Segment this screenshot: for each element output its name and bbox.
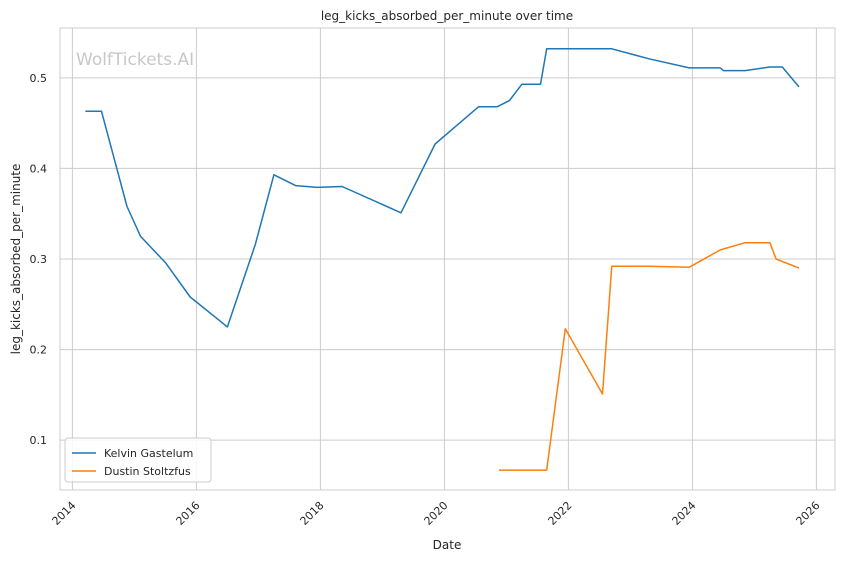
legend-box	[64, 437, 212, 483]
watermark-text: WolfTickets.AI	[76, 50, 194, 70]
y-tick-label: 0.1	[30, 434, 48, 447]
y-tick-label: 0.4	[30, 162, 48, 175]
series-line-dustin-stoltzfus	[499, 241, 800, 471]
series-lines	[85, 48, 800, 471]
legend: Kelvin Gastelum Dustin Stoltzfus	[64, 437, 212, 483]
legend-label-kelvin-gastelum: Kelvin Gastelum	[104, 447, 193, 460]
plot-frame	[59, 27, 836, 491]
legend-label-dustin-stoltzfus: Dustin Stoltzfus	[104, 465, 191, 478]
y-tick-label: 0.5	[30, 72, 48, 85]
chart-title: leg_kicks_absorbed_per_minute over time	[321, 9, 573, 23]
y-axis-label: leg_kicks_absorbed_per_minute	[9, 164, 23, 355]
series-line-kelvin-gastelum	[85, 48, 800, 328]
x-axis-label: Date	[433, 538, 462, 552]
y-tick-label: 0.2	[30, 344, 48, 357]
y-tick-label: 0.3	[30, 253, 48, 266]
